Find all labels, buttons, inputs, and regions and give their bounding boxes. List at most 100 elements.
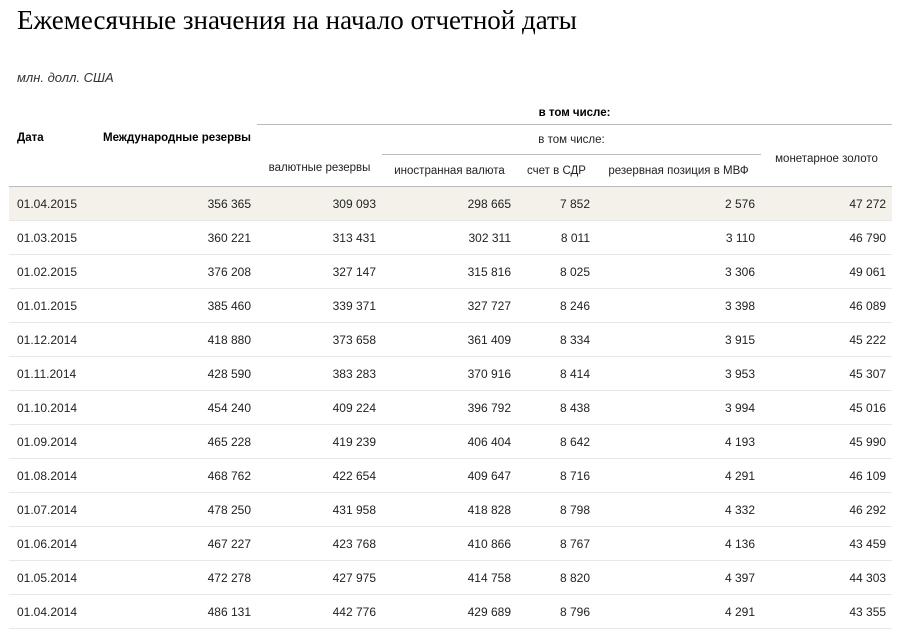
cell-intl-reserves: 376 208 <box>91 254 257 289</box>
cell-gold: 46 790 <box>761 220 893 255</box>
cell-imf-position: 4 136 <box>596 526 761 561</box>
cell-sdr: 8 414 <box>517 356 596 391</box>
col-header-fx-reserves: валютные резервы <box>257 124 382 187</box>
cell-date: 01.07.2014 <box>9 492 91 527</box>
table-row: 01.04.2014 486 131 442 776 429 689 8 796 4 29… <box>9 594 893 629</box>
table-row: 01.07.2014 478 250 431 958 418 828 8 798 4 33… <box>9 492 893 527</box>
cell-foreign-currency: 410 866 <box>382 526 517 561</box>
cell-intl-reserves: 454 240 <box>91 390 257 425</box>
cell-intl-reserves: 356 365 <box>91 186 257 221</box>
cell-foreign-currency: 418 828 <box>382 492 517 527</box>
cell-foreign-currency: 302 311 <box>382 220 517 255</box>
cell-intl-reserves: 472 278 <box>91 560 257 595</box>
cell-imf-position: 3 953 <box>596 356 761 391</box>
cell-foreign-currency: 361 409 <box>382 322 517 357</box>
cell-fx-reserves: 427 975 <box>257 560 382 595</box>
cell-foreign-currency: 327 727 <box>382 288 517 323</box>
cell-sdr: 8 025 <box>517 254 596 289</box>
cell-gold: 49 061 <box>761 254 893 289</box>
table-row: 01.06.2014 467 227 423 768 410 866 8 767 4 13… <box>9 526 893 561</box>
cell-sdr: 8 438 <box>517 390 596 425</box>
cell-sdr: 8 642 <box>517 424 596 459</box>
cell-imf-position: 3 915 <box>596 322 761 357</box>
cell-foreign-currency: 414 758 <box>382 560 517 595</box>
cell-imf-position: 3 306 <box>596 254 761 289</box>
col-header-date: Дата <box>9 101 91 187</box>
cell-gold: 45 307 <box>761 356 893 391</box>
table-row: 01.11.2014 428 590 383 283 370 916 8 414 3 95… <box>9 356 893 391</box>
page-title: Ежемесячные значения на начало отчетной … <box>17 5 577 35</box>
cell-imf-position: 4 291 <box>596 594 761 629</box>
cell-imf-position: 3 110 <box>596 220 761 255</box>
cell-intl-reserves: 385 460 <box>91 288 257 323</box>
cell-intl-reserves: 478 250 <box>91 492 257 527</box>
cell-gold: 47 272 <box>761 186 893 221</box>
group-header-incl: в том числе: <box>257 101 893 125</box>
cell-date: 01.01.2015 <box>9 288 91 323</box>
cell-foreign-currency: 396 792 <box>382 390 517 425</box>
cell-foreign-currency: 429 689 <box>382 594 517 629</box>
cell-date: 01.02.2015 <box>9 254 91 289</box>
cell-intl-reserves: 360 221 <box>91 220 257 255</box>
cell-imf-position: 4 397 <box>596 560 761 595</box>
table-header: Дата Международные резервы в том числе: … <box>9 101 893 187</box>
table-row: 01.08.2014 468 762 422 654 409 647 8 716 4 29… <box>9 458 893 493</box>
cell-imf-position: 4 193 <box>596 424 761 459</box>
cell-sdr: 8 246 <box>517 288 596 323</box>
cell-sdr: 8 796 <box>517 594 596 629</box>
cell-foreign-currency: 298 665 <box>382 186 517 221</box>
cell-sdr: 8 716 <box>517 458 596 493</box>
cell-date: 01.03.2015 <box>9 220 91 255</box>
cell-gold: 45 990 <box>761 424 893 459</box>
cell-fx-reserves: 431 958 <box>257 492 382 527</box>
cell-intl-reserves: 468 762 <box>91 458 257 493</box>
cell-fx-reserves: 339 371 <box>257 288 382 323</box>
cell-fx-reserves: 313 431 <box>257 220 382 255</box>
cell-gold: 43 459 <box>761 526 893 561</box>
table-row: 01.05.2014 472 278 427 975 414 758 8 820 4 39… <box>9 560 893 595</box>
cell-sdr: 7 852 <box>517 186 596 221</box>
cell-date: 01.09.2014 <box>9 424 91 459</box>
col-header-intl-reserves: Международные резервы <box>91 101 257 187</box>
col-header-imf-position: резервная позиция в МВФ <box>596 154 761 187</box>
cell-intl-reserves: 465 228 <box>91 424 257 459</box>
cell-date: 01.06.2014 <box>9 526 91 561</box>
cell-foreign-currency: 409 647 <box>382 458 517 493</box>
cell-date: 01.04.2014 <box>9 594 91 629</box>
cell-foreign-currency: 406 404 <box>382 424 517 459</box>
cell-fx-reserves: 423 768 <box>257 526 382 561</box>
cell-intl-reserves: 467 227 <box>91 526 257 561</box>
cell-imf-position: 4 291 <box>596 458 761 493</box>
cell-fx-reserves: 383 283 <box>257 356 382 391</box>
table-row: 01.02.2015 376 208 327 147 315 816 8 025 3 30… <box>9 254 893 289</box>
cell-intl-reserves: 418 880 <box>91 322 257 357</box>
cell-date: 01.12.2014 <box>9 322 91 357</box>
cell-fx-reserves: 442 776 <box>257 594 382 629</box>
table-row: 01.12.2014 418 880 373 658 361 409 8 334 3 91… <box>9 322 893 357</box>
units-note: млн. долл. США <box>17 70 114 85</box>
cell-date: 01.08.2014 <box>9 458 91 493</box>
cell-date: 01.05.2014 <box>9 560 91 595</box>
cell-sdr: 8 820 <box>517 560 596 595</box>
cell-fx-reserves: 373 658 <box>257 322 382 357</box>
table-row: 01.10.2014 454 240 409 224 396 792 8 438 3 99… <box>9 390 893 425</box>
table-row: 01.09.2014 465 228 419 239 406 404 8 642 4 19… <box>9 424 893 459</box>
cell-sdr: 8 798 <box>517 492 596 527</box>
cell-gold: 43 355 <box>761 594 893 629</box>
cell-fx-reserves: 327 147 <box>257 254 382 289</box>
cell-imf-position: 2 576 <box>596 186 761 221</box>
cell-intl-reserves: 428 590 <box>91 356 257 391</box>
cell-foreign-currency: 370 916 <box>382 356 517 391</box>
cell-sdr: 8 334 <box>517 322 596 357</box>
cell-date: 01.04.2015 <box>9 186 91 221</box>
cell-gold: 46 292 <box>761 492 893 527</box>
table-body: 01.04.2015 356 365 309 093 298 665 7 852 2 57… <box>9 186 893 629</box>
cell-imf-position: 4 332 <box>596 492 761 527</box>
cell-gold: 45 222 <box>761 322 893 357</box>
table-row: 01.03.2015 360 221 313 431 302 311 8 011 3 11… <box>9 220 893 255</box>
cell-fx-reserves: 419 239 <box>257 424 382 459</box>
cell-fx-reserves: 409 224 <box>257 390 382 425</box>
cell-imf-position: 3 994 <box>596 390 761 425</box>
table-row: 01.01.2015 385 460 339 371 327 727 8 246 3 39… <box>9 288 893 323</box>
cell-foreign-currency: 315 816 <box>382 254 517 289</box>
